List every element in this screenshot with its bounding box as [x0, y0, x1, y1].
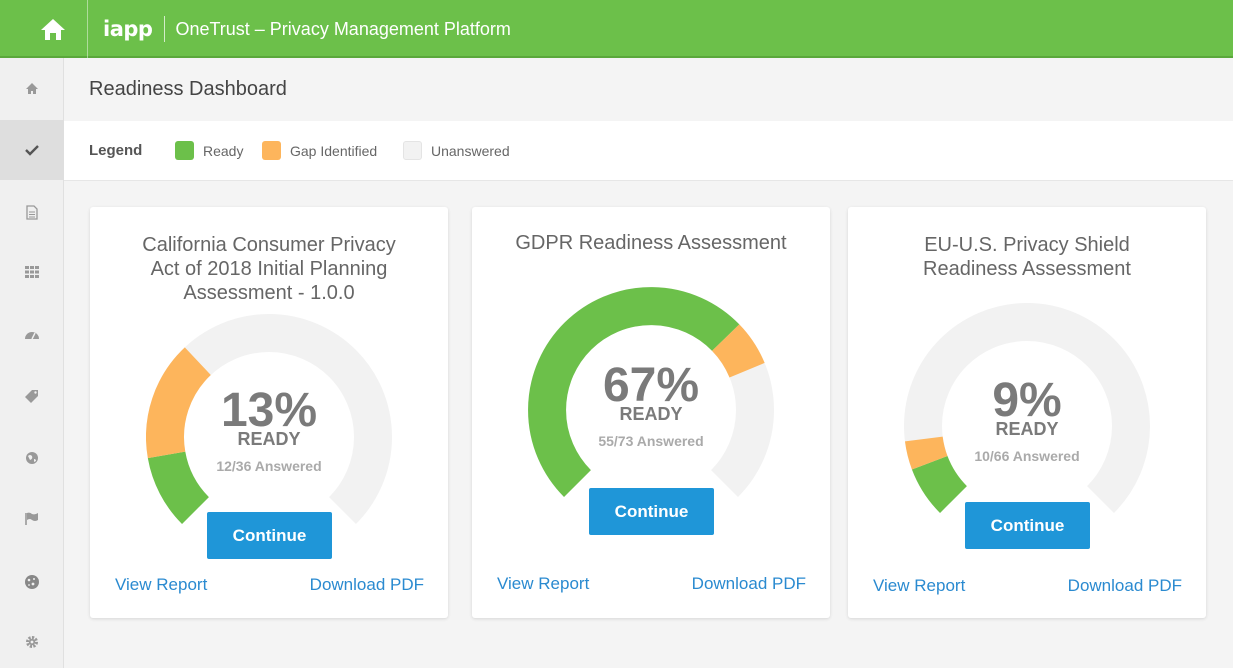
legend-swatch-gap	[262, 141, 281, 160]
brand: iapp OneTrust – Privacy Management Platf…	[103, 0, 511, 58]
sidebar-item-documents[interactable]	[0, 182, 64, 242]
view-report-link[interactable]: View Report	[873, 576, 966, 595]
legend-item-gap: Gap Identified	[262, 141, 377, 160]
home-icon	[40, 19, 65, 40]
top-bar: iapp OneTrust – Privacy Management Platf…	[0, 0, 1233, 58]
tag-icon	[25, 390, 38, 403]
readiness-percent: 9%	[992, 374, 1062, 427]
download-pdf-link[interactable]: Download PDF	[691, 574, 806, 593]
legend-bar: Legend Ready Gap Identified Unanswered	[64, 121, 1233, 181]
answered-count: 55/73 Answered	[598, 433, 704, 449]
legend-item-ready: Ready	[175, 141, 243, 160]
card-title: EU-U.S. Privacy Shield Readiness Assessm…	[848, 233, 1206, 281]
readiness-percent: 67%	[602, 359, 700, 412]
grid-icon	[25, 266, 39, 278]
readiness-gauge	[146, 314, 392, 524]
gauge-track-unanswered	[904, 303, 1150, 513]
card-title-line: Readiness Assessment	[923, 258, 1131, 280]
page-header: Readiness Dashboard	[64, 58, 1233, 121]
readiness-percent: 13%	[220, 384, 318, 437]
globe-icon	[26, 452, 38, 464]
home-icon	[26, 82, 38, 94]
view-report-link[interactable]: View Report	[115, 575, 208, 594]
checkmark-icon	[25, 145, 39, 156]
sidebar-item-readiness[interactable]	[0, 120, 64, 180]
gear-icon	[26, 636, 38, 648]
assessment-card: EU-U.S. Privacy Shield Readiness Assessm…	[848, 207, 1206, 618]
readiness-label: READY	[619, 404, 683, 424]
assessment-card: California Consumer Privacy Act of 2018 …	[90, 207, 448, 618]
card-title: GDPR Readiness Assessment	[472, 231, 830, 255]
gauge-segment-gap	[146, 347, 212, 459]
sidebar-item-tags[interactable]	[0, 366, 64, 426]
gauge-segment-gap	[904, 436, 948, 470]
gauge-segment-gap	[711, 324, 765, 379]
readiness-label: READY	[995, 419, 1059, 439]
gauge-segment-ready	[147, 450, 210, 524]
dashboard-icon	[25, 332, 39, 340]
page-title: Readiness Dashboard	[89, 78, 287, 100]
card-title-line: GDPR Readiness Assessment	[515, 232, 787, 254]
card-title: California Consumer Privacy Act of 2018 …	[90, 233, 448, 305]
document-icon	[26, 204, 38, 220]
flag-icon	[25, 512, 38, 525]
readiness-label: READY	[237, 429, 301, 449]
sidebar-item-cookies[interactable]	[0, 552, 64, 612]
card-title-line: Act of 2018 Initial Planning	[150, 258, 388, 280]
sidebar-item-home[interactable]	[0, 58, 64, 118]
iapp-logo: iapp	[103, 16, 166, 42]
legend-label: Unanswered	[431, 142, 510, 159]
legend-title: Legend	[89, 142, 143, 159]
legend-item-unanswered: Unanswered	[403, 141, 510, 160]
view-report-link[interactable]: View Report	[497, 574, 590, 593]
sidebar-item-settings[interactable]	[0, 612, 64, 668]
legend-swatch-ready	[175, 141, 194, 160]
sidebar-item-inventory[interactable]	[0, 242, 64, 302]
gauge-segment-ready	[911, 455, 968, 513]
card-title-line: EU-U.S. Privacy Shield	[924, 234, 1130, 256]
continue-button[interactable]: Continue	[589, 488, 714, 535]
continue-button[interactable]: Continue	[207, 512, 332, 559]
assessment-card: GDPR Readiness Assessment 67% READY 55/7…	[472, 207, 830, 618]
legend-label: Gap Identified	[290, 142, 378, 159]
sidebar-item-globe[interactable]	[0, 428, 64, 488]
card-title-line: California Consumer Privacy	[142, 234, 396, 256]
download-pdf-link[interactable]: Download PDF	[309, 575, 424, 594]
sidebar	[0, 58, 64, 668]
legend-label: Ready	[203, 142, 244, 159]
gauge-segment-ready	[528, 287, 740, 497]
legend-swatch-unanswered	[403, 141, 422, 160]
continue-button[interactable]: Continue	[965, 502, 1090, 549]
answered-count: 12/36 Answered	[216, 458, 322, 474]
card-title-line: Assessment - 1.0.0	[183, 282, 355, 304]
readiness-gauge	[904, 303, 1150, 513]
sidebar-item-flags[interactable]	[0, 488, 64, 548]
top-home-button[interactable]	[18, 0, 88, 58]
readiness-gauge	[528, 287, 774, 497]
cookie-icon	[25, 575, 39, 589]
sidebar-item-dashboard[interactable]	[0, 304, 64, 364]
app-title: OneTrust – Privacy Management Platform	[175, 18, 511, 39]
download-pdf-link[interactable]: Download PDF	[1067, 576, 1182, 595]
answered-count: 10/66 Answered	[974, 448, 1080, 464]
